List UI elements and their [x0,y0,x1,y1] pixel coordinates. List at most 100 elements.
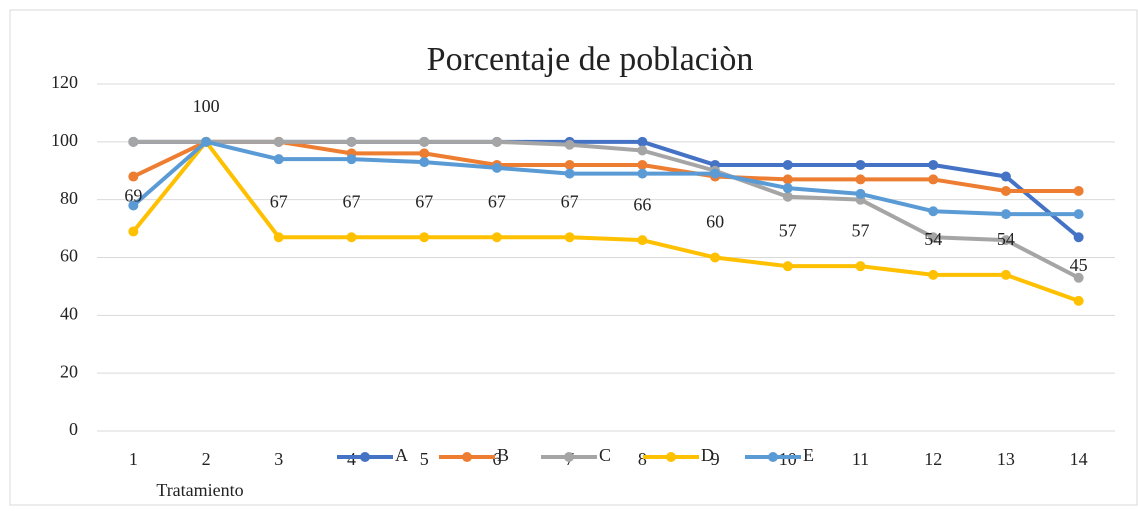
data-point [1000,269,1011,280]
data-point [1000,185,1011,196]
data-label: 67 [415,191,433,211]
data-label: 54 [997,229,1015,249]
data-point [491,232,502,243]
data-label: 67 [343,191,361,211]
data-point [637,168,648,179]
legend-marker [564,452,574,462]
data-point [419,157,430,168]
legend-label: D [701,445,714,465]
data-point [710,168,721,179]
data-label: 57 [852,220,870,240]
y-tick-label: 100 [51,130,78,150]
data-point [782,174,793,185]
data-point [419,136,430,147]
data-point [491,136,502,147]
x-tick-label: 1 [129,449,138,469]
data-point [1073,295,1084,306]
data-point [928,232,939,243]
data-point [273,136,284,147]
x-tick-label: 11 [852,449,869,469]
data-point [1073,185,1084,196]
y-tick-label: 0 [69,419,78,439]
data-label: 67 [488,191,506,211]
x-tick-label: 10 [779,449,797,469]
data-point [1073,209,1084,220]
data-label: 66 [633,194,651,214]
x-tick-label: 13 [997,449,1015,469]
series-line [133,139,1080,280]
x-tick-label: 14 [1070,449,1088,469]
x-tick-label: 8 [638,449,647,469]
data-point [855,174,866,185]
data-point [637,145,648,156]
x-tick-label: 5 [420,449,429,469]
data-label: 57 [779,220,797,240]
series-line [131,139,1080,303]
y-tick-label: 80 [60,188,78,208]
data-point [1073,232,1084,243]
data-point [1000,235,1011,246]
data-point [346,154,357,165]
legend-marker [768,452,778,462]
data-point [928,206,939,217]
legend-label: E [803,445,814,465]
legend-label: C [599,445,611,465]
x-axis-label: Tratamiento [156,480,243,500]
data-point [637,136,648,147]
series-line [132,139,1079,217]
data-label: 60 [706,212,724,232]
data-point [637,235,648,246]
data-point [201,136,212,147]
data-point [782,261,793,272]
data-point [855,159,866,170]
data-point [928,269,939,280]
data-point [128,226,139,237]
chart-title: Porcentaje de poblaciòn [427,41,754,78]
data-label: 69 [124,186,142,206]
data-point [1000,209,1011,220]
legend-marker [462,452,472,462]
data-point [928,174,939,185]
data-point [419,232,430,243]
data-label: 67 [561,191,579,211]
x-tick-label: 6 [492,449,501,469]
legend-marker [360,452,370,462]
data-point [564,139,575,150]
legend-label: A [395,445,408,465]
y-tick-label: 20 [60,361,78,381]
data-point [128,200,139,211]
data-point [273,232,284,243]
x-tick-label: 9 [711,449,720,469]
data-point [273,154,284,165]
data-point [710,252,721,263]
x-tick-label: 12 [924,449,942,469]
data-point [128,136,139,147]
data-point [491,162,502,173]
data-label: 100 [193,96,220,116]
y-tick-label: 40 [60,303,78,323]
y-tick-label: 120 [51,72,78,92]
data-point [637,159,648,170]
data-label: 45 [1070,255,1088,275]
legend-marker [666,452,676,462]
data-point [346,232,357,243]
data-point [128,171,139,182]
legend-label: B [497,445,509,465]
data-point [1000,171,1011,182]
data-point [564,232,575,243]
x-tick-label: 2 [202,449,211,469]
data-point [928,159,939,170]
x-tick-label: 3 [274,449,283,469]
data-label: 67 [270,191,288,211]
data-point [782,191,793,202]
data-point [855,188,866,199]
data-point [782,159,793,170]
y-tick-label: 60 [60,246,78,266]
data-point [1073,272,1084,283]
data-point [564,159,575,170]
data-point [419,148,430,159]
data-point [564,168,575,179]
x-tick-label: 4 [347,449,356,469]
data-point [346,136,357,147]
